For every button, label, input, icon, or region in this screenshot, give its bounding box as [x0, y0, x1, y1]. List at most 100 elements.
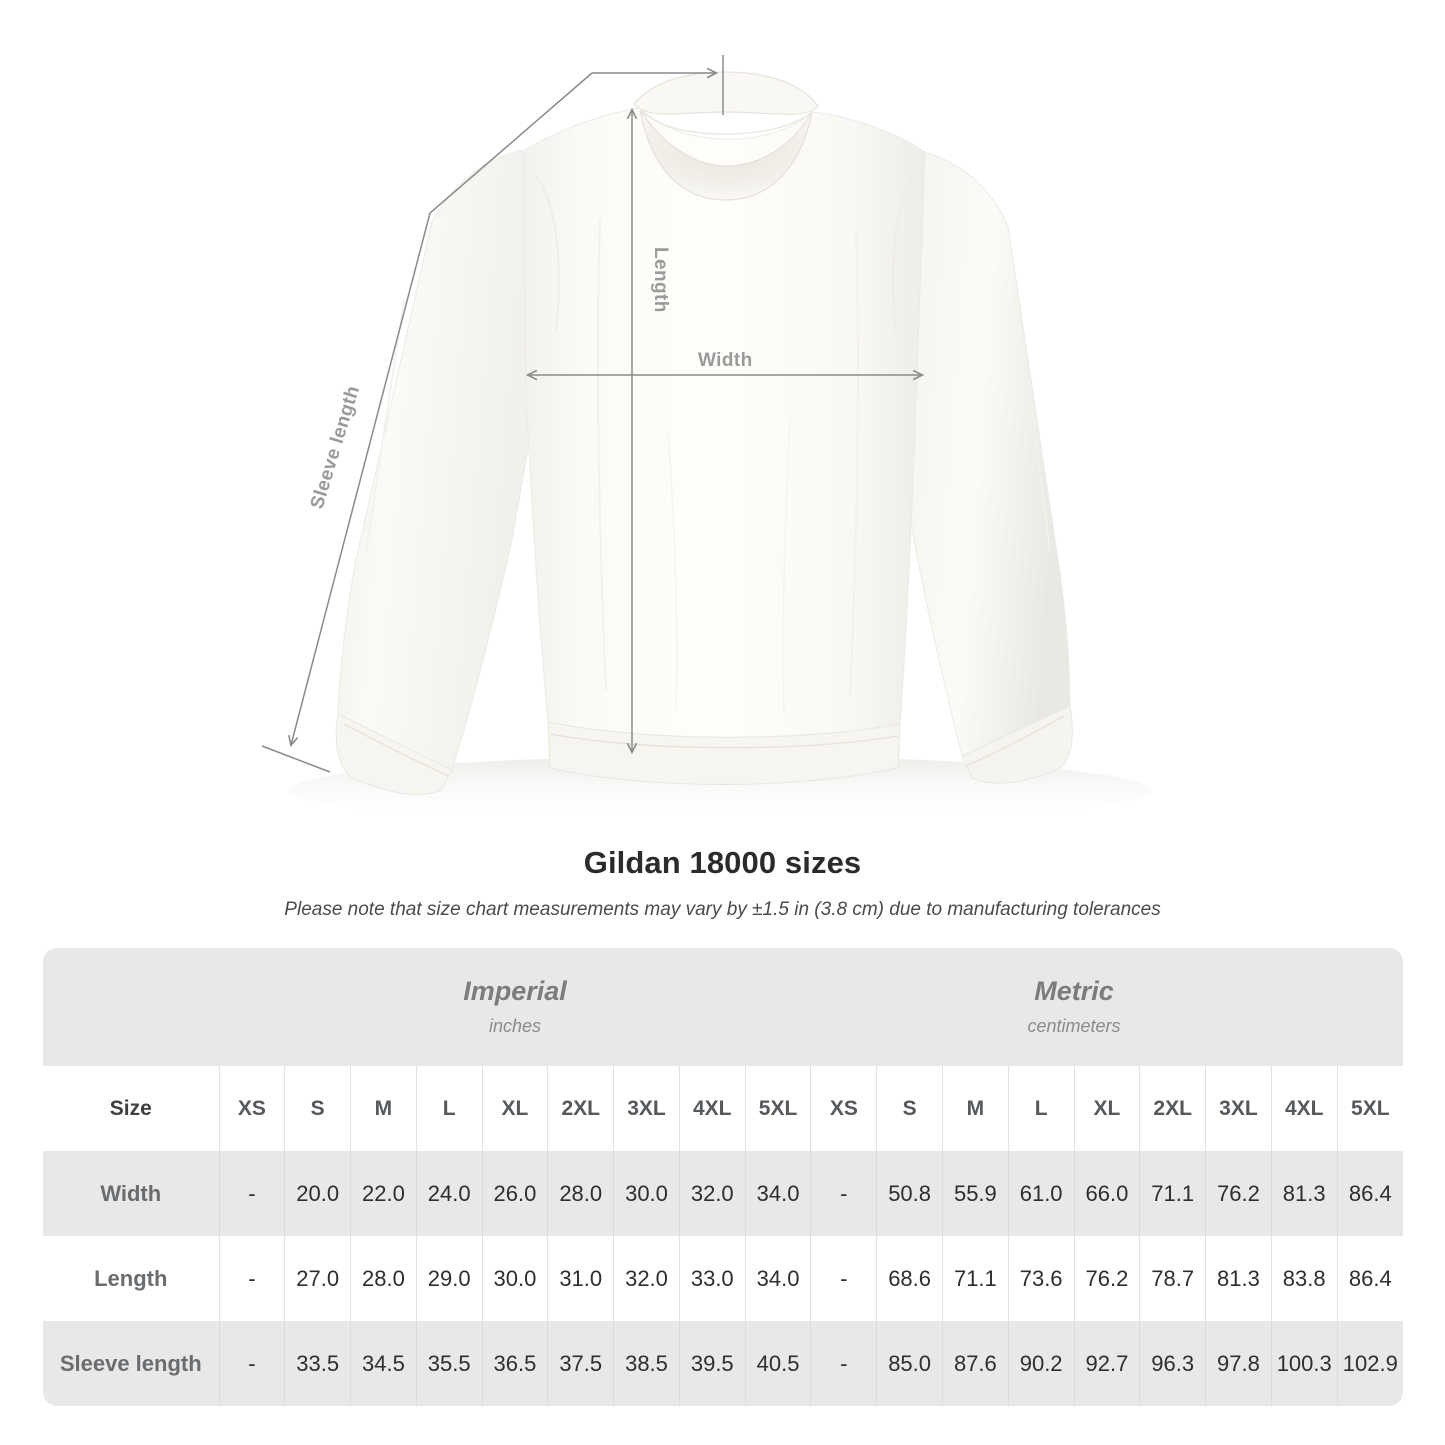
cell-sleeve-length-5XL-cm: 102.9	[1337, 1321, 1403, 1406]
sleeve-bottom-tick	[261, 745, 331, 773]
column-header-2xl-metric: 2XL	[1139, 1066, 1207, 1151]
column-header-xs-imperial: XS	[219, 1066, 286, 1151]
sweatshirt-body	[523, 107, 926, 738]
title-block: Gildan 18000 sizes Please note that size…	[0, 845, 1445, 921]
dimension-annotations	[261, 55, 922, 773]
cell-sleeve-length-5XL-in: 40.5	[745, 1321, 812, 1406]
width-label: Width	[698, 350, 753, 371]
cell-length-XS-cm: -	[810, 1236, 878, 1321]
cell-width-M-cm: 55.9	[942, 1151, 1009, 1236]
column-header-xs-metric: XS	[810, 1066, 878, 1151]
cell-sleeve-length-4XL-in: 39.5	[679, 1321, 746, 1406]
cell-length-XS-in: -	[219, 1236, 286, 1321]
left-shoulder-seam	[535, 175, 560, 331]
sleeve-length-label: Sleeve length	[307, 383, 364, 511]
cell-sleeve-length-L-in: 35.5	[416, 1321, 483, 1406]
cell-sleeve-length-XL-cm: 92.7	[1074, 1321, 1141, 1406]
cell-length-L-in: 29.0	[416, 1236, 483, 1321]
table-row: Length -27.0 28.0 29.0 30.0 31.0 32.0 33.0 34.0-…	[43, 1236, 1403, 1321]
cell-sleeve-length-XL-in: 36.5	[482, 1321, 549, 1406]
cell-width-L-cm: 61.0	[1008, 1151, 1075, 1236]
cell-length-4XL-in: 33.0	[679, 1236, 746, 1321]
cell-width-M-in: 22.0	[350, 1151, 417, 1236]
size-chart-table-wrapper: Imperial inches Metric centimeters Size X…	[43, 948, 1403, 1406]
cell-length-5XL-cm: 86.4	[1337, 1236, 1403, 1321]
column-header-5xl-metric: 5XL	[1337, 1066, 1403, 1151]
cell-width-S-in: 20.0	[284, 1151, 352, 1236]
column-header-2xl-imperial: 2XL	[547, 1066, 615, 1151]
cell-sleeve-length-3XL-cm: 97.8	[1205, 1321, 1272, 1406]
imperial-unit-sub: inches	[488, 1015, 541, 1036]
column-header-size: Size	[43, 1066, 220, 1151]
cell-width-XS-in: -	[219, 1151, 286, 1236]
tolerance-note: Please note that size chart measurements…	[284, 898, 1161, 920]
cell-width-4XL-cm: 81.3	[1271, 1151, 1338, 1236]
right-cuff	[961, 705, 1073, 784]
row-label-length: Length	[43, 1236, 220, 1321]
left-sleeve	[337, 149, 541, 771]
cell-width-3XL-in: 30.0	[613, 1151, 680, 1236]
cell-length-2XL-cm: 78.7	[1139, 1236, 1207, 1321]
unit-banner-row: Imperial inches Metric centimeters	[43, 948, 1403, 1066]
row-label-sleeve-length: Sleeve length	[43, 1321, 220, 1406]
cell-width-4XL-in: 32.0	[679, 1151, 746, 1236]
table-row: Sleeve length -33.5 34.5 35.5 36.5 37.5 38.5 39…	[43, 1321, 1403, 1406]
collar	[633, 71, 819, 115]
cell-length-3XL-cm: 81.3	[1205, 1236, 1272, 1321]
table-row: Width -20.0 22.0 24.0 26.0 28.0 30.0 32.0 34.0-5…	[43, 1151, 1403, 1236]
right-sleeve	[891, 151, 1071, 757]
length-label: Length	[650, 247, 671, 313]
cell-length-S-in: 27.0	[284, 1236, 352, 1321]
column-header-xl-metric: XL	[1074, 1066, 1141, 1151]
column-header-m-imperial: M	[350, 1066, 417, 1151]
right-shoulder-seam	[892, 177, 913, 333]
page-title: Gildan 18000 sizes	[583, 845, 862, 880]
row-label-width: Width	[43, 1151, 220, 1236]
cell-sleeve-length-XS-cm: -	[810, 1321, 878, 1406]
cell-width-5XL-in: 34.0	[745, 1151, 812, 1236]
sleeve-length-dimension	[261, 55, 724, 773]
cell-width-S-cm: 50.8	[876, 1151, 943, 1236]
cell-sleeve-length-S-in: 33.5	[284, 1321, 352, 1406]
cell-sleeve-length-4XL-cm: 100.3	[1271, 1321, 1338, 1406]
table-header-row: Size XS S M L XL 2XL 3XL 4XL 5XL XS S M L XL 2XL 3XL 4XL 5…	[43, 1066, 1403, 1151]
unit-banner-spacer-left	[43, 948, 220, 1066]
cell-length-M-cm: 71.1	[942, 1236, 1009, 1321]
cell-sleeve-length-2XL-in: 37.5	[547, 1321, 615, 1406]
cell-width-2XL-cm: 71.1	[1139, 1151, 1207, 1236]
column-header-xl-imperial: XL	[482, 1066, 549, 1151]
column-header-l-imperial: L	[416, 1066, 483, 1151]
cell-sleeve-length-M-in: 34.5	[350, 1321, 417, 1406]
column-header-3xl-metric: 3XL	[1205, 1066, 1272, 1151]
cell-sleeve-length-M-cm: 87.6	[942, 1321, 1009, 1406]
cell-length-XL-in: 30.0	[482, 1236, 549, 1321]
cell-width-5XL-cm: 86.4	[1337, 1151, 1403, 1236]
left-cuff	[335, 713, 453, 795]
garment-shadow	[290, 756, 1150, 824]
sweatshirt-graphic	[335, 71, 1073, 795]
cell-width-XS-cm: -	[810, 1151, 878, 1236]
metric-unit-name: Metric	[1034, 976, 1114, 1007]
cell-width-2XL-in: 28.0	[547, 1151, 615, 1236]
cell-length-2XL-in: 31.0	[547, 1236, 615, 1321]
cell-sleeve-length-S-cm: 85.0	[876, 1321, 943, 1406]
cell-length-M-in: 28.0	[350, 1236, 417, 1321]
column-header-l-metric: L	[1008, 1066, 1075, 1151]
column-header-m-metric: M	[942, 1066, 1009, 1151]
cell-length-L-cm: 73.6	[1008, 1236, 1075, 1321]
cell-width-L-in: 24.0	[416, 1151, 483, 1236]
cell-sleeve-length-2XL-cm: 96.3	[1139, 1321, 1207, 1406]
cell-width-XL-cm: 66.0	[1074, 1151, 1141, 1236]
cell-length-S-cm: 68.6	[876, 1236, 943, 1321]
cell-sleeve-length-L-cm: 90.2	[1008, 1321, 1075, 1406]
unit-banner-spacer-right	[1337, 948, 1403, 1066]
column-header-4xl-metric: 4XL	[1271, 1066, 1338, 1151]
neck-opening	[639, 109, 813, 201]
cell-width-3XL-cm: 76.2	[1205, 1151, 1272, 1236]
metric-unit-sub: centimeters	[1027, 1015, 1121, 1036]
metric-unit-cell: Metric centimeters	[810, 948, 1338, 1066]
cell-width-XL-in: 26.0	[482, 1151, 549, 1236]
column-header-s-imperial: S	[284, 1066, 352, 1151]
cell-length-3XL-in: 32.0	[613, 1236, 680, 1321]
size-chart-table: Imperial inches Metric centimeters Size X…	[43, 948, 1403, 1406]
